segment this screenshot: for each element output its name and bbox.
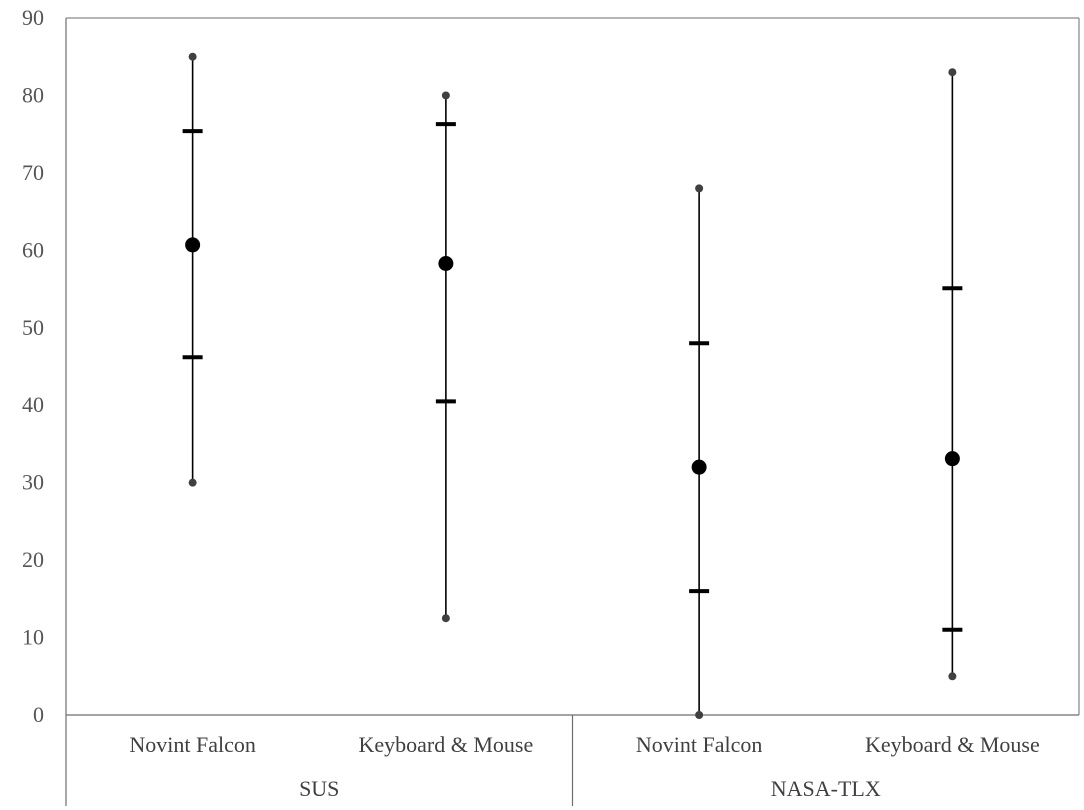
min-point — [441, 614, 450, 623]
category-label: Novint Falcon — [129, 732, 256, 757]
y-tick-label: 50 — [22, 315, 44, 340]
group-label: SUS — [299, 776, 339, 801]
x-axis-labels: Novint Falcon Keyboard & Mouse SUS Novint F… — [129, 732, 1039, 801]
mean-point — [691, 459, 707, 475]
mean-point — [438, 255, 454, 271]
min-point — [188, 478, 197, 487]
max-point — [948, 68, 957, 77]
y-tick-label: 10 — [22, 625, 44, 650]
mean-point — [185, 237, 201, 253]
y-tick-label: 30 — [22, 470, 44, 495]
y-axis-ticks: 0 10 20 30 40 50 60 70 80 90 — [22, 5, 44, 727]
y-tick-label: 0 — [33, 702, 44, 727]
plot-frame — [65, 17, 1080, 806]
max-point — [695, 184, 704, 193]
mean-point — [944, 451, 960, 467]
y-tick-label: 60 — [22, 237, 44, 262]
category-label: Keyboard & Mouse — [865, 732, 1040, 757]
y-tick-label: 40 — [22, 392, 44, 417]
category-label: Keyboard & Mouse — [359, 732, 534, 757]
y-tick-label: 90 — [22, 5, 44, 30]
max-point — [188, 52, 197, 61]
group-label: NASA-TLX — [771, 776, 881, 801]
category-label: Novint Falcon — [636, 732, 763, 757]
y-tick-label: 70 — [22, 160, 44, 185]
min-point — [948, 672, 957, 681]
y-tick-label: 80 — [22, 82, 44, 107]
chart-marks — [182, 52, 963, 719]
min-point — [695, 711, 704, 719]
y-tick-label: 20 — [22, 547, 44, 572]
max-point — [441, 91, 450, 100]
